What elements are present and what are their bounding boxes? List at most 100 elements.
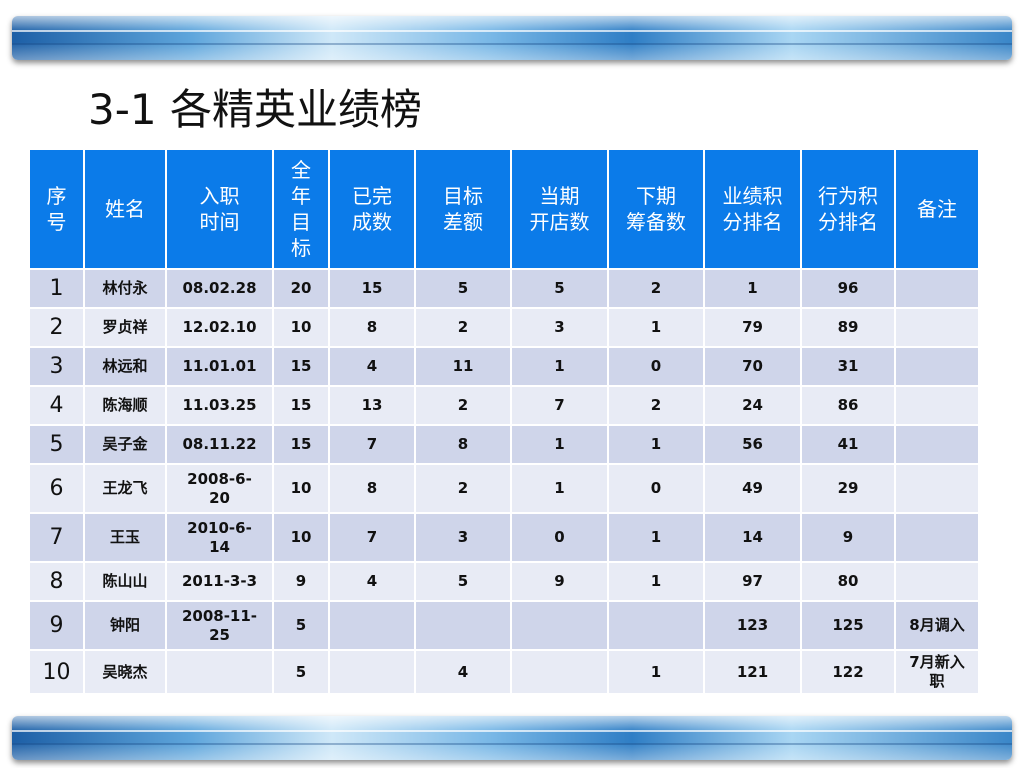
cell-remarks [894,307,980,348]
cell-remarks [894,561,980,602]
cell-remarks: 8月调入 [894,600,980,651]
cell-target-gap [414,600,512,651]
cell-performance-rank: 1 [703,268,802,309]
cell-index: 3 [28,346,85,387]
cell-name: 吴子金 [83,424,167,465]
cell-hire-date: 08.11.22 [165,424,274,465]
cell-name: 吴晓杰 [83,649,167,695]
table-body: 1 林付永 08.02.28 20 15 5 5 2 1 96 2 罗贞祥 12.02.10 10 8 2 3 1… [28,268,980,695]
header-behavior-rank: 行为积 分排名 [800,148,896,270]
cell-name: 林远和 [83,346,167,387]
header-hire-date: 入职 时间 [165,148,274,270]
cell-annual-target: 5 [272,600,330,651]
cell-current-openings: 7 [510,385,609,426]
cell-next-preparing: 0 [607,463,705,514]
table-row: 5 吴子金 08.11.22 15 7 8 1 1 56 41 [28,424,980,465]
cell-index: 7 [28,512,85,563]
cell-hire-date: 12.02.10 [165,307,274,348]
cell-completed: 4 [328,561,416,602]
header-row: 序号 姓名 入职 时间 全年目标 已完 成数 目标 差额 当期 开店数 下期 筹备数 业绩… [28,148,980,270]
cell-target-gap: 5 [414,268,512,309]
cell-name: 罗贞祥 [83,307,167,348]
table-row: 1 林付永 08.02.28 20 15 5 5 2 1 96 [28,268,980,309]
cell-name: 陈海顺 [83,385,167,426]
cell-next-preparing: 1 [607,512,705,563]
cell-remarks [894,346,980,387]
cell-hire-date: 2008-11- 25 [165,600,274,651]
cell-target-gap: 8 [414,424,512,465]
cell-next-preparing: 1 [607,649,705,695]
cell-next-preparing [607,600,705,651]
cell-current-openings: 9 [510,561,609,602]
header-name: 姓名 [83,148,167,270]
cell-name: 钟阳 [83,600,167,651]
cell-index: 4 [28,385,85,426]
cell-completed: 13 [328,385,416,426]
header-performance-rank: 业绩积 分排名 [703,148,802,270]
cell-hire-date: 11.01.01 [165,346,274,387]
cell-index: 1 [28,268,85,309]
cell-annual-target: 15 [272,346,330,387]
cell-completed: 4 [328,346,416,387]
table-row: 6 王龙飞 2008-6- 20 10 8 2 1 0 49 29 [28,463,980,514]
performance-table: 序号 姓名 入职 时间 全年目标 已完 成数 目标 差额 当期 开店数 下期 筹备数 业绩… [28,148,980,695]
cell-target-gap: 2 [414,385,512,426]
cell-next-preparing: 1 [607,307,705,348]
cell-current-openings: 5 [510,268,609,309]
cell-performance-rank: 70 [703,346,802,387]
bottom-decorative-banner [12,716,1012,760]
cell-completed [328,600,416,651]
table-row: 10 吴晓杰 5 4 1 121 122 7月新入职 [28,649,980,695]
cell-index: 9 [28,600,85,651]
cell-behavior-rank: 41 [800,424,896,465]
header-completed: 已完 成数 [328,148,416,270]
table-header: 序号 姓名 入职 时间 全年目标 已完 成数 目标 差额 当期 开店数 下期 筹备数 业绩… [28,148,980,270]
cell-current-openings: 1 [510,463,609,514]
table-row: 8 陈山山 2011-3-3 9 4 5 9 1 97 80 [28,561,980,602]
header-next-preparing: 下期 筹备数 [607,148,705,270]
cell-current-openings: 1 [510,346,609,387]
cell-current-openings: 0 [510,512,609,563]
cell-performance-rank: 14 [703,512,802,563]
cell-remarks [894,424,980,465]
cell-name: 王玉 [83,512,167,563]
cell-index: 10 [28,649,85,695]
cell-behavior-rank: 9 [800,512,896,563]
cell-performance-rank: 123 [703,600,802,651]
cell-remarks [894,385,980,426]
cell-completed [328,649,416,695]
table-row: 3 林远和 11.01.01 15 4 11 1 0 70 31 [28,346,980,387]
header-annual-target: 全年目标 [272,148,330,270]
cell-annual-target: 5 [272,649,330,695]
cell-behavior-rank: 86 [800,385,896,426]
cell-target-gap: 2 [414,463,512,514]
cell-name: 林付永 [83,268,167,309]
cell-current-openings [510,649,609,695]
header-index: 序号 [28,148,85,270]
cell-behavior-rank: 31 [800,346,896,387]
cell-performance-rank: 97 [703,561,802,602]
cell-performance-rank: 24 [703,385,802,426]
top-decorative-banner [12,16,1012,60]
cell-remarks [894,463,980,514]
cell-index: 6 [28,463,85,514]
cell-remarks [894,268,980,309]
cell-completed: 7 [328,424,416,465]
cell-target-gap: 11 [414,346,512,387]
cell-annual-target: 9 [272,561,330,602]
cell-performance-rank: 49 [703,463,802,514]
cell-current-openings: 1 [510,424,609,465]
cell-performance-rank: 56 [703,424,802,465]
cell-completed: 15 [328,268,416,309]
cell-behavior-rank: 80 [800,561,896,602]
cell-annual-target: 20 [272,268,330,309]
cell-target-gap: 2 [414,307,512,348]
cell-annual-target: 10 [272,463,330,514]
cell-remarks: 7月新入职 [894,649,980,695]
header-remarks: 备注 [894,148,980,270]
cell-behavior-rank: 29 [800,463,896,514]
cell-next-preparing: 0 [607,346,705,387]
cell-index: 5 [28,424,85,465]
header-target-gap: 目标 差额 [414,148,512,270]
cell-hire-date: 2008-6- 20 [165,463,274,514]
